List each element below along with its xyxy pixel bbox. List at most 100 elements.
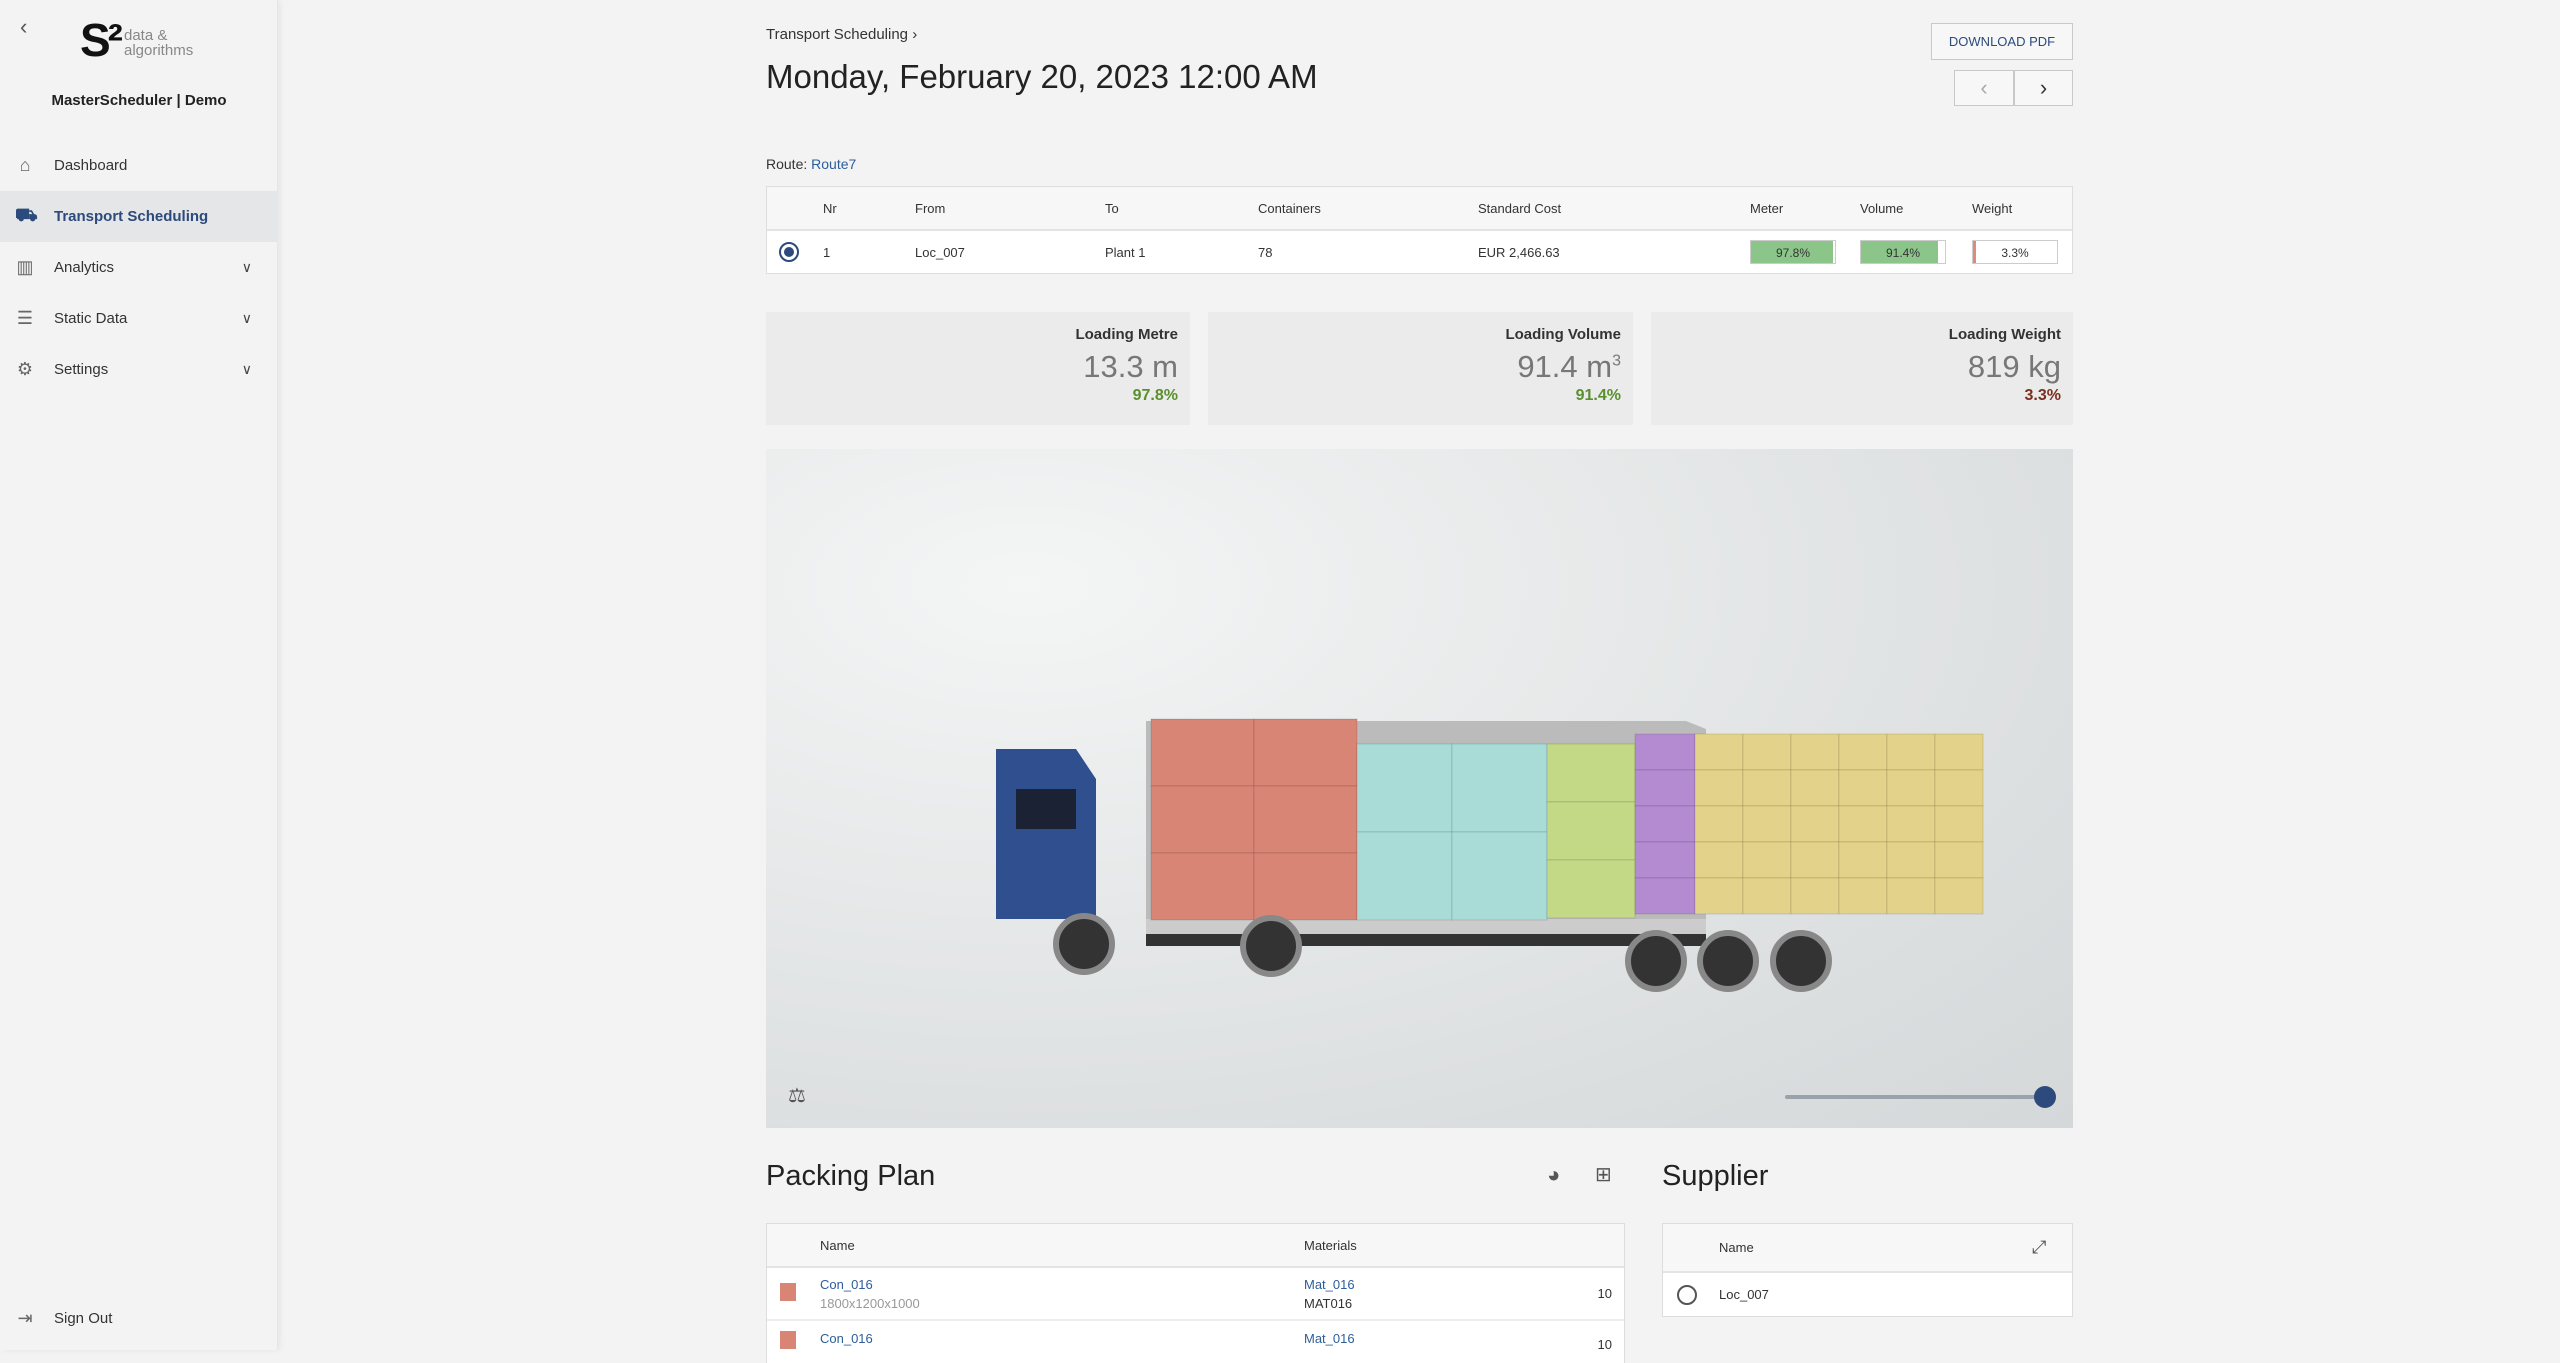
cell-to-link[interactable]: Plant 1 (1105, 244, 1146, 260)
cargo-box (1694, 769, 1744, 807)
cargo-box (1934, 877, 1984, 915)
route-link[interactable]: Route7 (811, 156, 857, 172)
sidebar-item-transport-scheduling[interactable]: ⛟ Transport Scheduling (0, 191, 278, 242)
hierarchy-icon[interactable]: ⊞ (1595, 1164, 1612, 1186)
row-radio[interactable] (779, 242, 799, 262)
download-pdf-button[interactable]: DOWNLOAD PDF (1931, 23, 2073, 60)
next-button[interactable]: › (2014, 70, 2073, 106)
sidebar-item-dashboard[interactable]: ⌂ Dashboard (0, 140, 278, 191)
container-link[interactable]: Con_016 (820, 1276, 873, 1292)
column-header: Volume (1860, 187, 1972, 231)
cargo-box (1790, 805, 1840, 843)
table-row[interactable]: Con_016 1800x1200x1000 Mat_016 MAT016 10 (767, 1267, 1624, 1320)
quantity: 10 (1597, 1337, 1612, 1352)
cargo-box (1694, 733, 1744, 771)
previous-button[interactable]: ‹ (1954, 70, 2014, 106)
cargo-box (1546, 859, 1636, 919)
home-icon: ⌂ (19, 155, 31, 175)
sidebar-item-label: Static Data (54, 310, 128, 327)
loading-weight-card: Loading Weight 819 kg 3.3% (1651, 312, 2073, 425)
logo-text: data & (124, 27, 168, 44)
cargo-box (1694, 877, 1744, 915)
cargo-box (1790, 877, 1840, 915)
sign-out-button[interactable]: ⇥ Sign Out (0, 1293, 278, 1344)
cargo-box (1886, 769, 1936, 807)
material-link[interactable]: Mat_016 (1304, 1276, 1355, 1292)
gear-icon: ⚙ (16, 359, 34, 379)
cargo-box (1790, 733, 1840, 771)
cargo-box (1253, 852, 1358, 921)
truck-model[interactable] (766, 449, 2073, 1128)
sidebar-item-analytics[interactable]: ▥ Analytics ∨ (0, 242, 278, 293)
cargo-box (1150, 852, 1255, 921)
sidebar-item-label: Dashboard (54, 157, 128, 174)
card-label: Loading Weight (1948, 326, 2061, 343)
truck-3d-viewer[interactable]: ⚖ (766, 449, 2073, 1128)
cell-from-link[interactable]: Loc_007 (915, 244, 965, 260)
cargo-box (1886, 877, 1936, 915)
cargo-box (1838, 733, 1888, 771)
chart-icon: ▥ (16, 257, 34, 277)
weight-balance-icon[interactable]: ⚖ (788, 1085, 806, 1107)
zoom-slider[interactable] (1785, 1095, 2043, 1099)
cargo-box (1634, 877, 1696, 915)
packing-plan-table: Name Materials Con_016 1800x1200x1000 Mat_… (766, 1223, 1625, 1363)
collapse-sidebar-button[interactable]: ‹ (20, 14, 28, 39)
card-unit-sup: 3 (1612, 352, 1621, 370)
cargo-box (1934, 805, 1984, 843)
cargo-box (1886, 733, 1936, 771)
cargo-box (1546, 801, 1636, 861)
packing-plan-title: Packing Plan (766, 1160, 936, 1192)
weight-bar: 3.3% (1972, 240, 2058, 264)
cell-nr: 1 (823, 244, 831, 260)
table-row[interactable]: 1 Loc_007 Plant 1 78 EUR 2,466.63 97.8% … (767, 230, 2072, 273)
cargo-box (1742, 841, 1792, 879)
cargo-box (1451, 743, 1548, 833)
cargo-box (1742, 733, 1792, 771)
expand-icon[interactable]: ⤢ (2032, 1224, 2072, 1273)
logo: S² data & algorithms (80, 17, 194, 63)
table-row[interactable]: Con_016 Mat_016 10 (767, 1320, 1624, 1363)
truck-icon: ⛟ (15, 204, 38, 225)
loading-metre-card: Loading Metre 13.3 m 97.8% (766, 312, 1190, 425)
cargo-box (1838, 769, 1888, 807)
chevron-down-icon: ∨ (241, 310, 252, 326)
cargo-box (1838, 841, 1888, 879)
card-percent: 97.8% (1132, 387, 1178, 404)
route-label-text: Route: (766, 156, 808, 172)
cargo-box (1356, 743, 1453, 833)
card-value: 819 kg (1967, 349, 2061, 384)
logo-text: algorithms (124, 42, 194, 59)
cargo-box (1838, 805, 1888, 843)
sidebar-item-settings[interactable]: ⚙ Settings ∨ (0, 344, 278, 395)
quantity: 10 (1597, 1286, 1612, 1301)
color-swatch (780, 1331, 796, 1349)
column-header: Nr (823, 187, 915, 231)
container-link[interactable]: Con_016 (820, 1331, 873, 1346)
sign-out-label: Sign Out (54, 1310, 113, 1327)
chevron-down-icon: ∨ (241, 361, 252, 377)
column-header: Name (820, 1224, 1304, 1268)
material-link[interactable]: Mat_016 (1304, 1331, 1355, 1346)
sidebar-item-static-data[interactable]: ☰ Static Data ∨ (0, 293, 278, 344)
zoom-slider-handle[interactable] (2034, 1086, 2056, 1108)
card-percent: 3.3% (2024, 387, 2061, 404)
card-label: Loading Metre (1075, 326, 1178, 343)
card-label: Loading Volume (1505, 326, 1621, 343)
supplier-link[interactable]: Loc_007 (1719, 1287, 1769, 1302)
breadcrumb-separator: › (912, 26, 918, 43)
table-row[interactable]: Loc_007 (1663, 1272, 2072, 1316)
cargo-box (1634, 841, 1696, 879)
sign-out-icon: ⇥ (17, 1308, 33, 1328)
breadcrumb-link[interactable]: Transport Scheduling (766, 26, 909, 43)
column-header: Meter (1750, 187, 1860, 231)
palette-icon[interactable]: ◕ (1547, 1162, 1561, 1187)
cargo-box (1838, 877, 1888, 915)
cell-cost: EUR 2,466.63 (1478, 244, 1560, 260)
sidebar-item-label: Analytics (54, 259, 115, 276)
transport-table: Nr From To Containers Standard Cost Meter Volu… (766, 186, 2073, 274)
cargo-box (1356, 831, 1453, 921)
cargo-box (1934, 733, 1984, 771)
column-header: Standard Cost (1478, 187, 1750, 231)
row-radio[interactable] (1677, 1284, 1697, 1305)
